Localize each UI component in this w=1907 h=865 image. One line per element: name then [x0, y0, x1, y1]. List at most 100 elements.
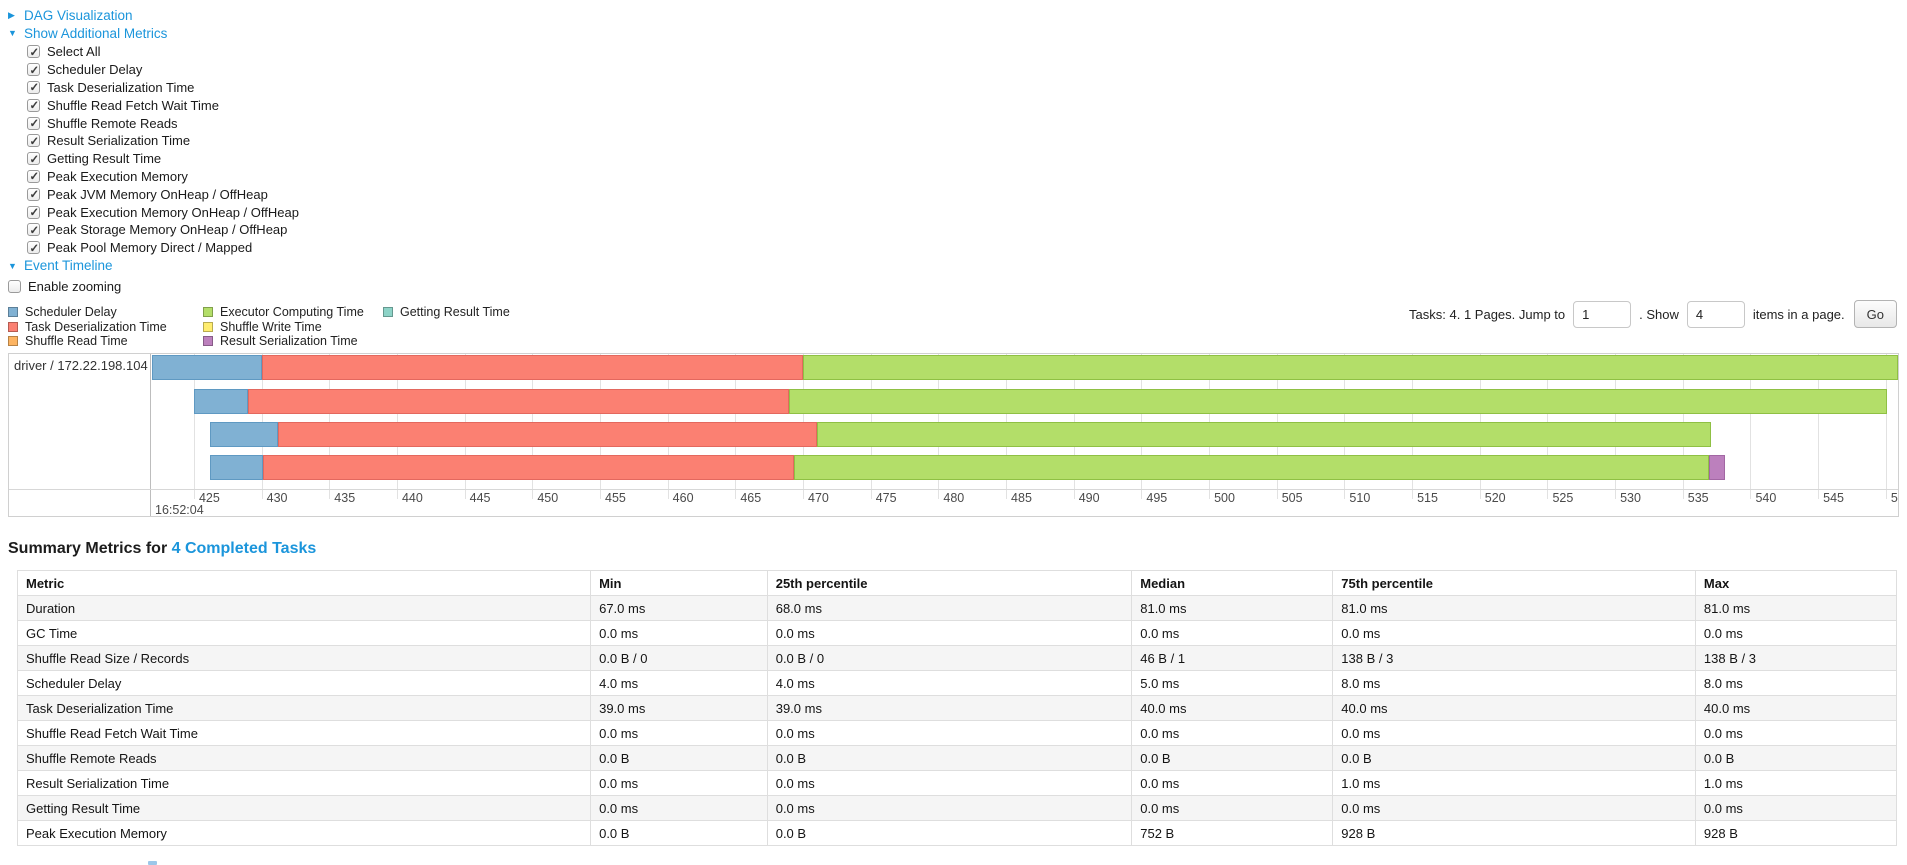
- completed-tasks-link[interactable]: 4 Completed Tasks: [171, 540, 317, 557]
- summary-metric-value: 0.0 B / 0: [766, 645, 1133, 671]
- axis-tick-label: 525: [1552, 491, 1574, 505]
- summary-heading-text: Summary Metrics for: [8, 540, 168, 557]
- go-button[interactable]: Go: [1853, 300, 1897, 328]
- show-additional-metrics-link[interactable]: Show Additional Metrics: [24, 25, 168, 41]
- metric-checkbox[interactable]: [27, 152, 40, 166]
- metric-checkbox[interactable]: [27, 63, 40, 77]
- enable-zooming-checkbox[interactable]: [8, 279, 21, 293]
- summary-table-row: Getting Result Time 0.0 ms 0.0 ms 0.0 ms 0.0…: [16, 795, 1898, 821]
- summary-metric-value: 0.0 B: [766, 745, 1133, 771]
- summary-metric-value: 0.0 ms: [590, 620, 768, 646]
- summary-metric-value: 0.0 B: [590, 820, 768, 846]
- axis-gridline: [1818, 354, 1820, 499]
- summary-metric-value: 67.0 ms: [590, 595, 768, 621]
- legend-item-executor_computing: Executor Computing Time: [203, 305, 383, 320]
- axis-tick-label: 475: [875, 491, 897, 505]
- metric-checkbox-item: Result Serialization Time: [27, 132, 299, 150]
- axis-tick-label: 530: [1620, 491, 1641, 505]
- summary-metric-value: 0.0 ms: [590, 770, 768, 796]
- axis-gridline: [1750, 354, 1752, 499]
- axis-separator: [9, 489, 1898, 490]
- metric-checkbox-label: Select All: [47, 44, 101, 60]
- metric-checkbox-item: Scheduler Delay: [27, 61, 299, 79]
- task-segment-executor_computing[interactable]: [803, 355, 1898, 380]
- summary-metric-value: 1.0 ms: [1694, 770, 1898, 796]
- summary-metric-value: 0.0 ms: [590, 720, 768, 746]
- dag-visualization-toggle[interactable]: ▶ DAG Visualization: [8, 6, 299, 24]
- legend-label: Shuffle Write Time: [220, 319, 322, 334]
- summary-table-row: Shuffle Read Size / Records 0.0 B / 0 0.0 …: [16, 645, 1898, 671]
- metric-checkbox-label: Scheduler Delay: [47, 62, 143, 78]
- axis-tick-label: 545: [1823, 491, 1844, 505]
- task-segment-executor_computing[interactable]: [789, 388, 1888, 414]
- task-segment-executor_computing[interactable]: [793, 454, 1709, 480]
- summary-table-row: Shuffle Remote Reads 0.0 B 0.0 B 0.0 B 0.0 B…: [16, 745, 1898, 771]
- summary-metric-value: 0.0 B: [1694, 745, 1898, 771]
- metric-checkbox[interactable]: [27, 223, 40, 237]
- task-segment-scheduler_delay[interactable]: [210, 421, 278, 447]
- legend-label: Task Deserialization Time: [25, 319, 167, 334]
- show-additional-metrics-toggle[interactable]: ▼ Show Additional Metrics: [8, 24, 299, 42]
- timeline-header-row: Scheduler Delay Task Deserialization Time…: [8, 300, 1899, 349]
- show-text: . Show: [1639, 306, 1679, 322]
- legend-item-getting_result: Getting Result Time: [383, 305, 510, 320]
- metric-checkbox[interactable]: [27, 116, 40, 130]
- items-per-page-input[interactable]: [1686, 300, 1745, 328]
- collapsible-panel: ▶ DAG Visualization ▼ Show Additional Me…: [8, 6, 299, 295]
- task-segment-task_deserialization[interactable]: [277, 421, 817, 447]
- summary-table-row: Result Serialization Time 0.0 ms 0.0 ms 0.0…: [16, 770, 1898, 796]
- summary-column-header: Min: [590, 570, 768, 596]
- summary-metric-value: 0.0 ms: [766, 620, 1133, 646]
- metric-checkbox-label: Getting Result Time: [47, 151, 162, 167]
- summary-metric-value: 4.0 ms: [766, 670, 1133, 696]
- legend-column: Scheduler Delay Task Deserialization Time…: [8, 305, 203, 349]
- axis-gridline: [193, 354, 195, 499]
- metric-checkbox[interactable]: [27, 187, 40, 201]
- axis-tick-label: 440: [401, 491, 423, 505]
- summary-metric-value: 0.0 ms: [766, 795, 1133, 821]
- axis-tick-label: 480: [943, 491, 965, 505]
- metric-checkbox[interactable]: [27, 45, 40, 59]
- partially-visible-next-section: [148, 861, 157, 865]
- task-segment-scheduler_delay[interactable]: [193, 388, 249, 414]
- legend-swatch-getting_result: [383, 307, 393, 318]
- metric-checkbox[interactable]: [27, 205, 40, 219]
- summary-metric-value: 81.0 ms: [1131, 595, 1334, 621]
- task-segment-task_deserialization[interactable]: [261, 355, 804, 380]
- legend-label: Result Serialization Time: [220, 334, 358, 349]
- summary-metric-value: 0.0 B / 0: [590, 645, 768, 671]
- metric-checkbox-label: Task Deserialization Time: [47, 79, 195, 95]
- summary-table-row: Shuffle Read Fetch Wait Time 0.0 ms 0.0 ms…: [16, 720, 1898, 746]
- summary-table-row: Peak Execution Memory 0.0 B 0.0 B 752 B 928 …: [16, 820, 1898, 846]
- summary-metric-name: Result Serialization Time: [16, 770, 592, 796]
- summary-metrics-table: Metric Min 25th percentile Median 75th perce…: [16, 570, 1898, 846]
- metric-checkbox[interactable]: [27, 134, 40, 148]
- metric-checkbox-item: Select All: [27, 43, 299, 61]
- axis-tick-label: 455: [605, 491, 626, 505]
- legend-label: Shuffle Read Time: [25, 334, 128, 349]
- task-segment-scheduler_delay[interactable]: [210, 454, 263, 480]
- summary-metric-value: 8.0 ms: [1694, 670, 1898, 696]
- items-in-page-text: items in a page.: [1752, 306, 1845, 322]
- task-segment-result_serialization[interactable]: [1708, 454, 1725, 480]
- axis-tick-label: 510: [1349, 491, 1371, 505]
- arrow-down-icon: ▼: [8, 28, 17, 38]
- event-timeline-link[interactable]: Event Timeline: [24, 258, 113, 274]
- task-segment-executor_computing[interactable]: [816, 421, 1712, 447]
- summary-metric-value: 1.0 ms: [1332, 770, 1696, 796]
- task-segment-task_deserialization[interactable]: [262, 454, 794, 480]
- axis-tick-label: 490: [1078, 491, 1100, 505]
- event-timeline-toggle[interactable]: ▼ Event Timeline: [8, 257, 299, 275]
- summary-metric-value: 0.0 ms: [1131, 720, 1334, 746]
- metric-checkbox-item: Peak Execution Memory OnHeap / OffHeap: [27, 203, 299, 221]
- metric-checkbox[interactable]: [27, 169, 40, 183]
- jump-to-page-input[interactable]: [1573, 300, 1632, 328]
- metric-checkbox-label: Result Serialization Time: [47, 133, 191, 149]
- summary-metric-value: 81.0 ms: [1694, 595, 1898, 621]
- metric-checkbox[interactable]: [27, 80, 40, 94]
- task-segment-scheduler_delay[interactable]: [152, 355, 262, 380]
- dag-visualization-link[interactable]: DAG Visualization: [24, 7, 133, 23]
- metric-checkbox[interactable]: [27, 241, 40, 255]
- metric-checkbox[interactable]: [27, 98, 40, 112]
- task-segment-task_deserialization[interactable]: [248, 388, 790, 414]
